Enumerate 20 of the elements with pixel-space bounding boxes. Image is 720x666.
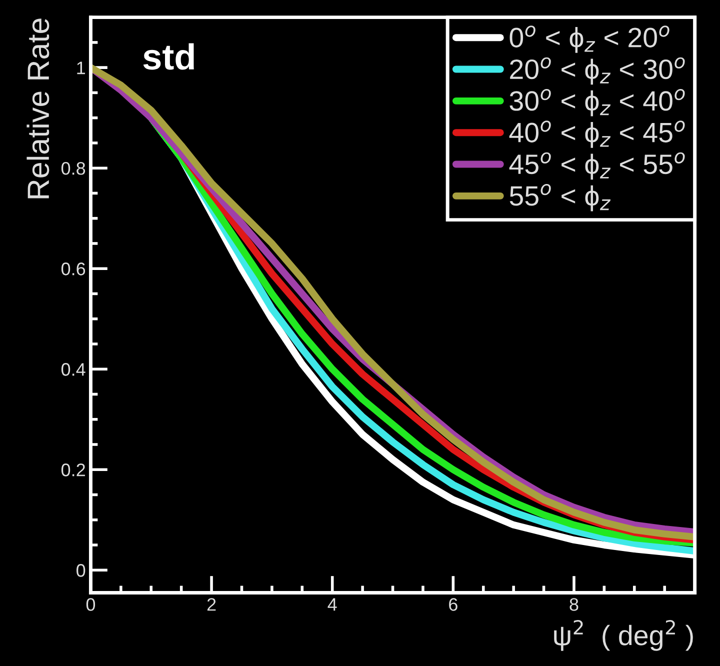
y-tick-label: 0.4 — [61, 363, 86, 376]
legend-label: 20$^{o}$ < ϕ$_{z}$ < 30$^{o}$ — [510, 57, 685, 85]
annotation: std — [143, 43, 194, 70]
x-tick-label: 6 — [449, 598, 458, 611]
y-tick-label: 0.2 — [61, 464, 85, 476]
legend-label: 0$^{o}$ < ϕ$_{z}$ < 20$^{o}$ — [510, 26, 670, 53]
y-axis-title: Relative Rate — [26, 18, 50, 198]
x-axis-title: ψ$^{2}$ ( deg$^{2}$ ) — [554, 620, 693, 651]
x-tick-label: 0 — [86, 598, 96, 611]
y-tick-label: 0.6 — [61, 262, 86, 276]
x-tick-label: 2 — [207, 598, 216, 611]
legend-label: 55$^{o}$ < ϕ$_{z}$ — [510, 184, 611, 212]
legend-label: 40$^{o}$ < ϕ$_{z}$ < 45$^{o}$ — [509, 120, 685, 148]
x-tick-label: 4 — [328, 598, 337, 611]
legend-label: 45$^{o}$ < ϕ$_{z}$ < 55$^{o}$ — [509, 152, 685, 180]
legend-label: 30$^{o}$ < ϕ$_{z}$ < 40$^{o}$ — [510, 88, 685, 116]
y-tick-label: 0 — [76, 564, 86, 577]
x-tick-label: 8 — [570, 598, 578, 611]
y-tick-label: 0.8 — [61, 162, 86, 175]
y-tick-label: 1 — [77, 62, 85, 74]
